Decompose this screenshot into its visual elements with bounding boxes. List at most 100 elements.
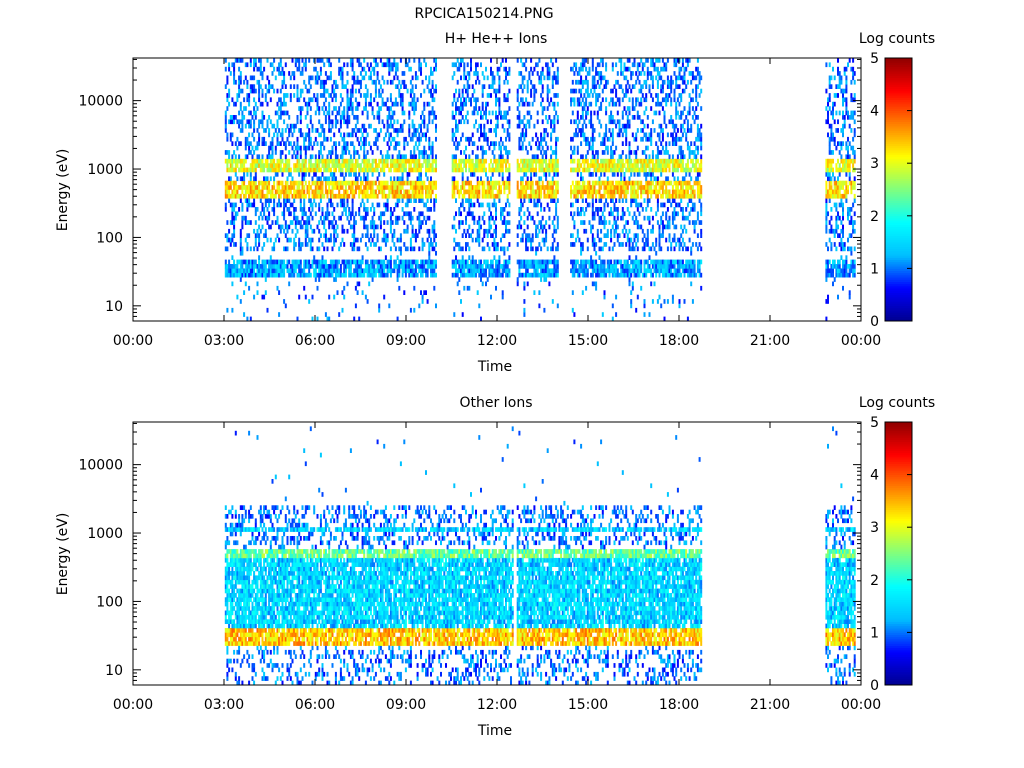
spectrogram-cell bbox=[435, 66, 437, 72]
spectrogram-cell bbox=[343, 228, 346, 234]
spectrogram-cell bbox=[283, 193, 286, 199]
spectrogram-cell bbox=[603, 150, 606, 155]
spectrogram-cell bbox=[341, 163, 344, 168]
spectrogram-cell bbox=[314, 97, 317, 103]
spectrogram-cell bbox=[430, 150, 432, 155]
spectrogram-cell bbox=[338, 163, 341, 168]
spectrogram-cell bbox=[426, 176, 429, 182]
spectrogram-cell bbox=[611, 246, 614, 252]
spectrogram-cell bbox=[283, 215, 286, 221]
spectrogram-cell bbox=[520, 71, 523, 76]
spectrogram-cell bbox=[413, 268, 416, 274]
spectrogram-cell bbox=[344, 185, 347, 190]
spectrogram-cell bbox=[298, 180, 301, 186]
spectrogram-cell bbox=[273, 211, 276, 217]
spectrogram-cell bbox=[500, 211, 502, 217]
spectrogram-cell bbox=[369, 268, 372, 274]
spectrogram-cell bbox=[253, 58, 256, 63]
spectrogram-cell bbox=[591, 224, 594, 230]
spectrogram-cell bbox=[526, 101, 529, 107]
spectrogram-cell bbox=[411, 167, 414, 173]
spectrogram-cell bbox=[578, 167, 581, 173]
spectrogram-cell bbox=[541, 264, 544, 269]
spectrogram-cell bbox=[298, 246, 301, 252]
spectrogram-cell bbox=[516, 242, 519, 247]
spectrogram-cell bbox=[501, 211, 504, 217]
spectrogram-cell bbox=[236, 93, 239, 98]
spectrogram-cell bbox=[533, 202, 536, 208]
spectrogram-cell bbox=[551, 150, 554, 155]
spectrogram-cell bbox=[276, 268, 279, 274]
spectrogram-cell bbox=[249, 141, 252, 146]
spectrogram-cell bbox=[366, 211, 369, 217]
spectrogram-cell bbox=[348, 132, 351, 138]
spectrogram-cell bbox=[261, 158, 264, 164]
spectrogram-cell bbox=[556, 198, 559, 203]
spectrogram-cell bbox=[293, 163, 296, 168]
spectrogram-cell bbox=[600, 272, 603, 278]
spectrogram-cell bbox=[239, 250, 242, 256]
spectrogram-cell bbox=[344, 172, 347, 177]
spectrogram-cell bbox=[460, 150, 462, 155]
spectrogram-cell bbox=[339, 242, 342, 247]
spectrogram-cell bbox=[324, 176, 327, 182]
spectrogram-cell bbox=[353, 172, 356, 177]
spectrogram-cell bbox=[414, 141, 417, 146]
spectrogram-cell bbox=[253, 189, 256, 195]
spectrogram-cell bbox=[283, 75, 286, 81]
spectrogram-cell bbox=[411, 259, 414, 265]
spectrogram-cell bbox=[239, 268, 242, 274]
spectrogram-cell bbox=[543, 237, 546, 243]
spectrogram-cell bbox=[409, 136, 412, 142]
spectrogram-cell bbox=[475, 185, 477, 190]
spectrogram-cell bbox=[531, 189, 534, 195]
spectrogram-cell bbox=[403, 167, 406, 173]
spectrogram-cell bbox=[461, 255, 464, 260]
spectrogram-cell bbox=[374, 88, 377, 94]
spectrogram-cell bbox=[426, 189, 429, 195]
spectrogram-cell bbox=[341, 97, 344, 103]
spectrogram-cell bbox=[488, 167, 491, 173]
spectrogram-cell bbox=[363, 202, 366, 208]
spectrogram-cell bbox=[369, 71, 372, 76]
spectrogram-cell bbox=[404, 246, 407, 252]
spectrogram-cell bbox=[414, 228, 417, 234]
spectrogram-cell bbox=[293, 211, 296, 217]
spectrogram-cell bbox=[238, 207, 241, 212]
spectrogram-cell bbox=[409, 66, 412, 72]
spectrogram-cell bbox=[523, 259, 526, 265]
spectrogram-cell bbox=[261, 189, 264, 195]
spectrogram-cell bbox=[289, 185, 292, 190]
spectrogram-cell bbox=[328, 180, 331, 186]
spectrogram-cell bbox=[383, 202, 386, 208]
spectrogram-cell bbox=[311, 259, 314, 265]
spectrogram-cell bbox=[323, 84, 326, 89]
spectrogram-cell bbox=[586, 272, 589, 278]
spectrogram-cell bbox=[533, 154, 536, 160]
spectrogram-cell bbox=[553, 259, 556, 265]
spectrogram-cell bbox=[331, 202, 334, 208]
spectrogram-cell bbox=[323, 220, 326, 225]
spectrogram-cell bbox=[268, 115, 271, 120]
spectrogram-cell bbox=[455, 255, 457, 260]
spectrogram-cell bbox=[288, 163, 291, 168]
spectrogram-cell bbox=[369, 242, 372, 247]
spectrogram-cell bbox=[508, 150, 511, 155]
spectrogram-cell bbox=[379, 128, 382, 133]
spectrogram-cell bbox=[234, 202, 237, 208]
spectrogram-cell bbox=[496, 189, 499, 195]
spectrogram-cell bbox=[530, 189, 533, 195]
spectrogram-cell bbox=[465, 101, 467, 107]
spectrogram-cell bbox=[278, 115, 281, 120]
spectrogram-cell bbox=[451, 264, 454, 269]
spectrogram-cell bbox=[354, 211, 357, 217]
spectrogram-cell bbox=[581, 62, 584, 68]
spectrogram-cell bbox=[308, 268, 311, 274]
spectrogram-cell bbox=[418, 189, 421, 195]
spectrogram-cell bbox=[304, 158, 307, 164]
spectrogram-cell bbox=[468, 71, 471, 76]
spectrogram-cell bbox=[373, 66, 376, 72]
spectrogram-cell bbox=[403, 145, 406, 151]
spectrogram-cell bbox=[343, 202, 346, 208]
spectrogram-cell bbox=[231, 237, 234, 243]
